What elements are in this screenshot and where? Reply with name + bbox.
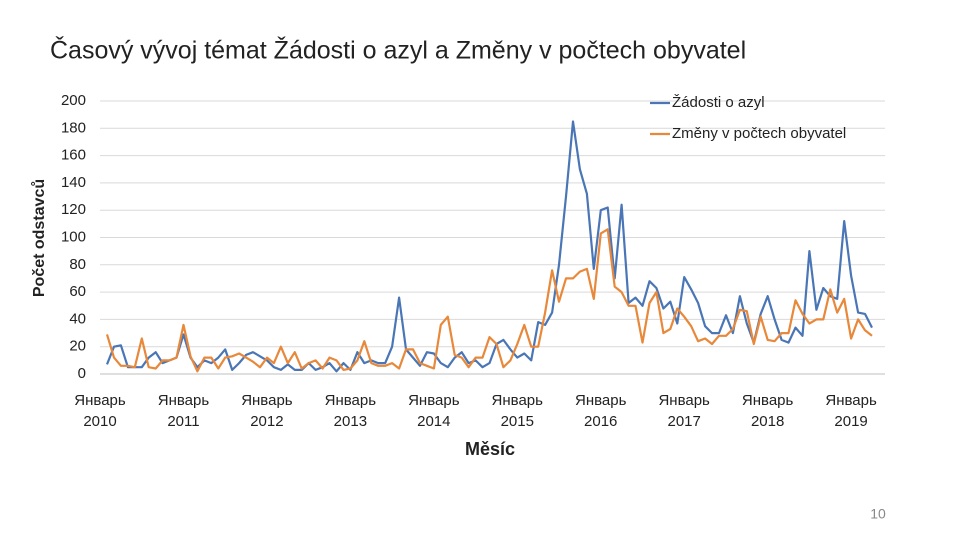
x-tick-label: Январь 2019	[825, 392, 877, 430]
x-tick-label: Январь 2011	[157, 392, 210, 430]
y-tick-label: 80	[69, 256, 86, 273]
y-tick-label: 200	[61, 92, 86, 109]
x-tick-label: Январь 2014	[408, 392, 460, 430]
x-tick-label: Январь 2018	[741, 392, 794, 430]
x-tick-label: Январь 2012	[241, 392, 293, 430]
y-tick-label: 60	[69, 283, 86, 300]
y-tick-label: 120	[61, 201, 86, 218]
y-tick-label: 140	[61, 174, 86, 191]
series-line	[105, 228, 873, 373]
x-tick-label: Январь 2010	[74, 392, 126, 430]
x-tick-label: Январь 2017	[658, 392, 710, 430]
y-tick-label: 0	[78, 365, 86, 382]
series-line	[105, 120, 873, 373]
page-number: 10	[870, 506, 886, 522]
x-tick-label: Январь 2015	[491, 392, 543, 430]
y-tick-label: 40	[69, 310, 86, 327]
legend-label: Změny v počtech obyvatel	[672, 125, 846, 142]
y-tick-label: 20	[69, 338, 86, 355]
y-tick-label: 100	[61, 228, 86, 245]
chart-title: Časový vývoj témat Žádosti o azyl a Změn…	[50, 36, 746, 65]
x-tick-label: Январь 2013	[324, 392, 377, 430]
x-tick-label: Январь 2016	[575, 392, 627, 430]
legend-label: Žádosti o azyl	[672, 94, 765, 111]
y-tick-label: 180	[61, 119, 86, 136]
y-axis-label: Počet odstavců	[31, 179, 48, 297]
x-axis-label: Měsíc	[465, 439, 515, 459]
y-tick-label: 160	[61, 147, 86, 164]
